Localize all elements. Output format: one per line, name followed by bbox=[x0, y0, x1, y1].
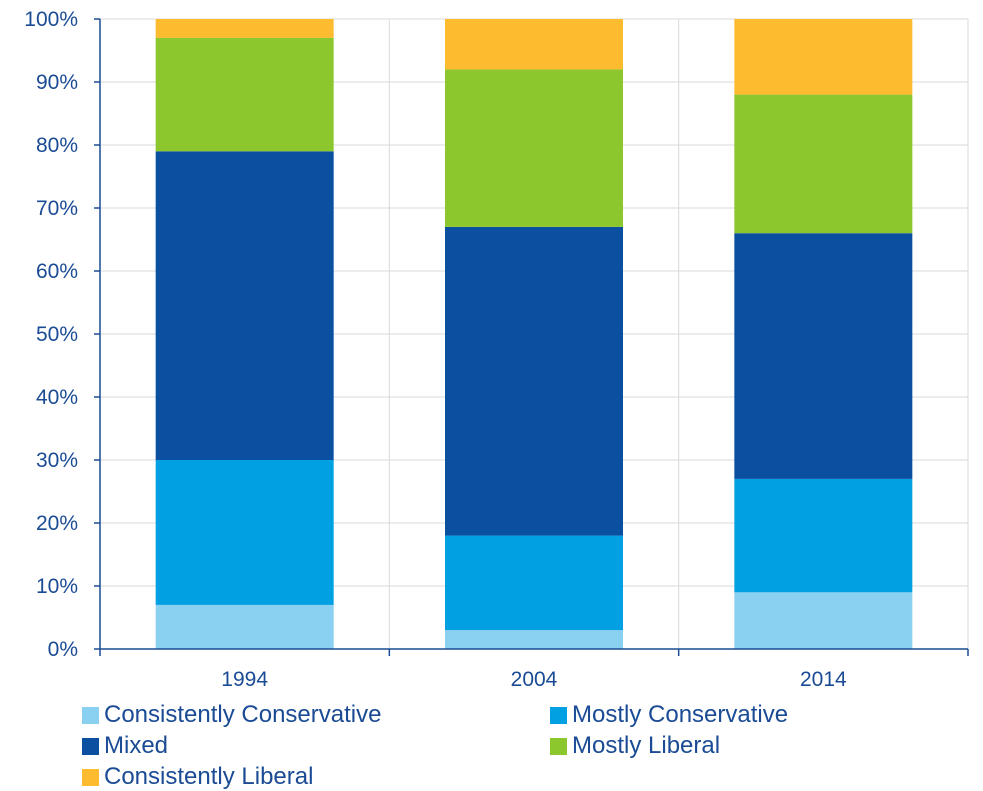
legend-label: Consistently Liberal bbox=[104, 763, 314, 790]
x-tick-label: 2014 bbox=[800, 668, 847, 691]
legend-label: Consistently Conservative bbox=[104, 701, 382, 728]
legend-item-consistently-conservative: Consistently Conservative bbox=[82, 701, 381, 729]
legend-swatch bbox=[82, 706, 99, 724]
x-axis-ticks: 1994 2004 2014 bbox=[221, 668, 847, 691]
legend-swatch bbox=[82, 737, 99, 755]
y-tick-label: 10% bbox=[36, 575, 78, 598]
y-tick-label: 20% bbox=[36, 512, 78, 535]
legend-item-mostly-liberal: Mostly Liberal bbox=[550, 732, 720, 760]
y-tick-label: 100% bbox=[24, 8, 78, 31]
y-axis-ticks: 0% 10% 20% 30% 40% 50% 60% 70% 80% 90% 100% bbox=[24, 8, 78, 661]
legend-item-mostly-conservative: Mostly Conservative bbox=[550, 701, 788, 729]
bar-segment bbox=[445, 69, 623, 227]
bar-segment bbox=[155, 604, 334, 649]
axes bbox=[94, 18, 969, 656]
legend-swatch bbox=[550, 737, 567, 755]
y-tick-label: 60% bbox=[36, 260, 78, 283]
bar-segment bbox=[445, 535, 623, 631]
y-tick-label: 70% bbox=[36, 197, 78, 220]
x-tick-label: 1994 bbox=[221, 668, 268, 691]
x-tick-label: 2004 bbox=[511, 668, 558, 691]
bars bbox=[155, 19, 913, 649]
legend-label: Mostly Conservative bbox=[572, 701, 789, 728]
bar-segment bbox=[734, 233, 913, 479]
y-tick-label: 0% bbox=[48, 638, 78, 661]
legend-swatch bbox=[82, 768, 99, 786]
legend-item-consistently-liberal: Consistently Liberal bbox=[82, 763, 313, 791]
y-tick-label: 40% bbox=[36, 386, 78, 409]
bar-segment bbox=[734, 592, 913, 649]
bar-segment bbox=[155, 151, 334, 461]
legend-label: Mixed bbox=[104, 732, 169, 759]
bar-segment bbox=[734, 478, 913, 593]
bar-segment bbox=[445, 19, 623, 70]
y-tick-label: 30% bbox=[36, 449, 78, 472]
bar-segment bbox=[445, 630, 623, 649]
legend-item-mixed: Mixed bbox=[82, 732, 168, 760]
bar-segment bbox=[734, 94, 913, 234]
y-tick-label: 80% bbox=[36, 134, 78, 157]
bar-segment bbox=[155, 19, 334, 38]
bar-segment bbox=[445, 226, 623, 536]
bar-segment bbox=[155, 460, 334, 605]
bar-segment bbox=[155, 37, 334, 152]
legend-swatch bbox=[550, 706, 567, 724]
bar-segment bbox=[734, 19, 913, 95]
y-tick-label: 50% bbox=[36, 323, 78, 346]
y-tick-label: 90% bbox=[36, 71, 78, 94]
legend-label: Mostly Liberal bbox=[572, 732, 721, 759]
stacked-bar-chart: 0% 10% 20% 30% 40% 50% 60% 70% 80% 90% 100% 1994 20… bbox=[24, 8, 969, 691]
